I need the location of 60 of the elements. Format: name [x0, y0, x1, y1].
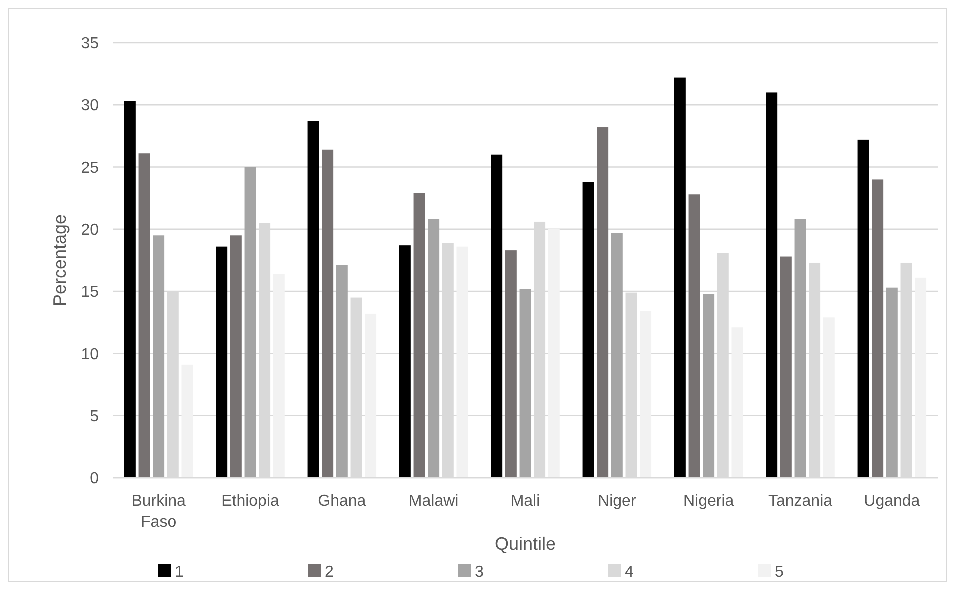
- x-tick-label: Niger: [598, 493, 637, 510]
- bar: [886, 288, 898, 478]
- bar: [872, 180, 884, 478]
- y-tick-label: 0: [90, 470, 100, 488]
- y-tick-label: 15: [81, 284, 100, 302]
- bar: [611, 233, 623, 478]
- bar: [365, 314, 377, 478]
- y-tick-label: 25: [81, 160, 100, 177]
- x-tick-label: Mali: [510, 493, 540, 510]
- bar: [703, 294, 715, 478]
- bar: [336, 265, 348, 478]
- bar: [858, 140, 870, 478]
- y-tick-label: 35: [81, 36, 100, 53]
- bar: [308, 121, 320, 478]
- y-tick-label: 5: [90, 408, 100, 426]
- bar: [273, 274, 285, 478]
- bar: [766, 92, 778, 478]
- bar: [456, 246, 468, 478]
- bar: [414, 193, 426, 478]
- bar: [399, 246, 411, 478]
- bar: [216, 246, 228, 478]
- bar: [640, 311, 652, 478]
- bar: [794, 219, 806, 478]
- y-tick-label: 30: [81, 98, 100, 115]
- bar: [582, 182, 594, 478]
- bar: [823, 318, 835, 478]
- bar: [124, 101, 136, 478]
- bar: [915, 278, 927, 478]
- bar: [322, 150, 334, 478]
- legend-label: 5: [775, 564, 784, 581]
- x-tick-label: Uganda: [864, 493, 920, 510]
- x-axis-title: Quintile: [494, 534, 556, 554]
- bar: [548, 229, 560, 478]
- bar: [153, 236, 165, 478]
- bar: [597, 128, 609, 478]
- legend-label: 3: [475, 564, 484, 581]
- bar: [244, 167, 256, 478]
- bar: [138, 154, 150, 478]
- legend-label: 1: [175, 564, 184, 581]
- legend-label: 2: [325, 564, 334, 581]
- x-tick-label: Burkina Faso: [132, 493, 186, 531]
- x-tick-label: Nigeria: [683, 493, 734, 510]
- x-tick-label: Ethiopia: [222, 493, 280, 510]
- y-axis-title: Percentage: [50, 214, 70, 307]
- bar: [520, 289, 532, 478]
- bar: [182, 364, 194, 478]
- bar: [491, 154, 503, 478]
- bar: [732, 328, 744, 478]
- x-tick-label: Ghana: [318, 493, 366, 510]
- bar: [505, 250, 517, 478]
- x-tick-label: Malawi: [408, 493, 459, 510]
- legend-label: 4: [625, 564, 634, 581]
- bar: [780, 256, 792, 478]
- bar: [688, 194, 700, 478]
- bar: [674, 78, 686, 478]
- y-tick-label: 20: [81, 222, 100, 240]
- bar: [428, 219, 440, 478]
- bar: [230, 236, 242, 478]
- y-tick-label: 10: [81, 346, 100, 364]
- x-tick-label: Tanzania: [768, 493, 833, 510]
